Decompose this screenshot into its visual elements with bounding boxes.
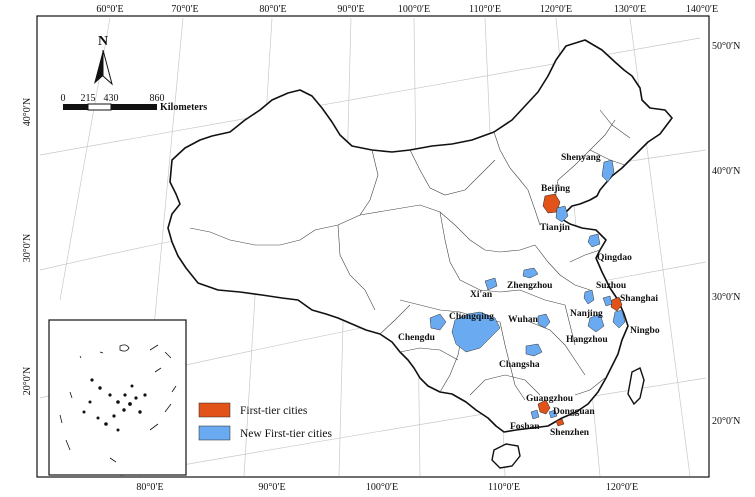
right-lat-label: 50°0′N <box>712 41 740 52</box>
city-area-wuhan <box>537 313 551 329</box>
scale-segment-1 <box>63 104 88 110</box>
bottom-lon-label: 110°0′E <box>488 482 520 493</box>
city-area-changsha <box>525 343 543 357</box>
city-labels: Shenyang Beijing Tianjin Qingdao Xi'an Z… <box>398 153 660 438</box>
city-label-nanjing: Nanjing <box>570 309 603 319</box>
city-area-ningbo <box>612 309 626 329</box>
hainan-island <box>491 443 521 469</box>
china-outline <box>167 39 673 433</box>
top-longitude-labels: 60°0′E 70°0′E 80°0′E 90°0′E 100°0′E 110°… <box>96 4 718 15</box>
city-area-shenyang <box>601 159 615 183</box>
bottom-longitude-labels: 80°0′E 90°0′E 100°0′E 110°0′E 120°0′E <box>136 482 638 493</box>
city-label-hangzhou: Hangzhou <box>566 335 608 345</box>
right-latitude-labels: 50°0′N 40°0′N 30°0′N 20°0′N <box>712 41 740 427</box>
city-area-tianjin <box>555 205 569 223</box>
top-lon-label: 140°0′E <box>686 4 718 15</box>
left-lat-label: 20°0′N <box>22 367 33 395</box>
north-arrow-left-half <box>94 50 103 84</box>
city-label-shanghai: Shanghai <box>620 294 658 304</box>
city-label-chongqing: Chongqing <box>449 312 494 322</box>
city-area-nanjing <box>583 289 595 305</box>
city-area-chengdu <box>429 313 447 331</box>
scale-segment-3 <box>111 104 157 110</box>
inset-islands <box>59 344 177 463</box>
city-label-beijing: Beijing <box>541 184 570 194</box>
graticule-parallel-20n <box>119 377 707 477</box>
top-lon-label: 130°0′E <box>614 4 646 15</box>
inset-frame <box>48 319 187 476</box>
city-area-foshan <box>530 409 540 420</box>
scale-tick-860: 860 <box>150 93 165 104</box>
top-lon-label: 110°0′E <box>469 4 501 15</box>
top-lon-label: 100°0′E <box>398 4 430 15</box>
right-lat-label: 20°0′N <box>712 416 740 427</box>
scale-bar: 0 215 430 860 Kilometers <box>61 93 208 113</box>
right-lat-label: 40°0′N <box>712 166 740 177</box>
legend-label-new-first-tier: New First-tier cities <box>240 428 333 440</box>
city-area-suzhou <box>602 295 613 307</box>
city-area-shenzhen <box>555 418 565 427</box>
legend-swatch-first-tier <box>198 402 231 418</box>
city-label-zhengzhou: Zhengzhou <box>507 281 553 291</box>
city-area-qingdao <box>587 233 601 248</box>
city-label-ningbo: Ningbo <box>630 326 660 336</box>
left-lat-label: 30°0′N <box>22 234 33 262</box>
north-letter: N <box>98 34 108 49</box>
scale-tick-0: 0 <box>61 93 66 104</box>
north-arrow: N <box>94 34 113 86</box>
city-label-foshan: Foshan <box>510 422 540 432</box>
city-label-suzhou: Suzhou <box>596 281 627 291</box>
scale-tick-215: 215 <box>81 93 96 104</box>
city-label-qingdao: Qingdao <box>597 253 632 263</box>
city-label-tianjin: Tianjin <box>540 223 571 233</box>
legend-swatch-new-first-tier <box>198 425 231 441</box>
city-area-hangzhou <box>587 313 605 333</box>
bottom-lon-label: 100°0′E <box>366 482 398 493</box>
city-area-zhengzhou <box>522 267 539 279</box>
top-lon-label: 70°0′E <box>171 4 198 15</box>
city-label-dongguan: Dongguan <box>553 407 595 417</box>
right-lat-label: 30°0′N <box>712 292 740 303</box>
city-label-shenzhen: Shenzhen <box>550 428 590 438</box>
left-lat-label: 40°0′N <box>22 98 33 126</box>
city-label-changsha: Changsha <box>499 360 540 370</box>
city-label-wuhan: Wuhan <box>508 315 539 325</box>
city-label-xian: Xi'an <box>470 290 493 300</box>
legend-label-first-tier: First-tier cities <box>240 405 308 417</box>
top-lon-label: 80°0′E <box>259 4 286 15</box>
city-area-chongqing <box>451 311 501 353</box>
city-area-guangzhou <box>537 399 551 415</box>
city-area-xian <box>484 277 498 291</box>
city-label-guangzhou: Guangzhou <box>526 394 574 404</box>
city-area-dongguan <box>548 409 558 419</box>
legend: First-tier cities New First-tier cities <box>198 402 333 441</box>
top-lon-label: 60°0′E <box>96 4 123 15</box>
taiwan-island <box>627 367 645 406</box>
bottom-lon-label: 80°0′E <box>136 482 163 493</box>
south-china-sea-inset <box>48 319 187 476</box>
scale-unit: Kilometers <box>160 102 207 113</box>
scale-tick-430: 430 <box>104 93 119 104</box>
scale-segment-2 <box>87 103 112 111</box>
top-lon-label: 90°0′E <box>337 4 364 15</box>
top-lon-label: 120°0′E <box>540 4 572 15</box>
city-label-shenyang: Shenyang <box>561 153 601 163</box>
first-tier-cities <box>537 193 623 427</box>
city-area-shanghai <box>610 296 623 312</box>
bottom-lon-label: 120°0′E <box>606 482 638 493</box>
bottom-lon-label: 90°0′E <box>258 482 285 493</box>
city-label-chengdu: Chengdu <box>398 333 436 343</box>
province-boundaries <box>189 109 631 401</box>
north-arrow-right-half <box>102 49 113 86</box>
new-first-tier-cities <box>429 159 626 420</box>
left-latitude-labels: 40°0′N 30°0′N 20°0′N <box>22 98 33 395</box>
